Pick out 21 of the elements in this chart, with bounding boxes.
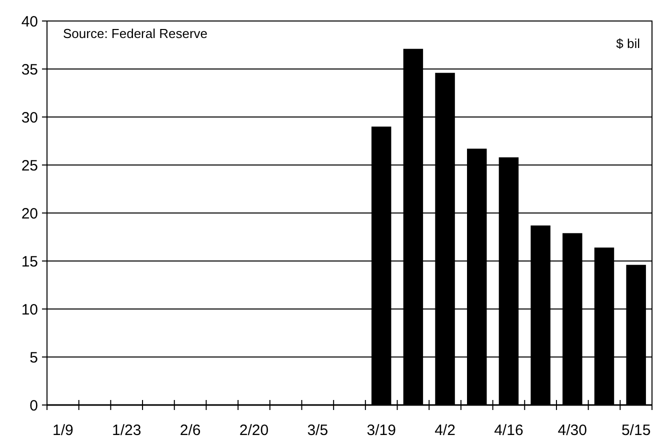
- annotation: $ bil: [616, 36, 640, 51]
- y-tick-label: 0: [30, 397, 38, 414]
- y-tick-label: 30: [21, 109, 38, 126]
- x-tick-label: 4/30: [558, 422, 587, 439]
- x-tick-label: 1/9: [52, 422, 74, 439]
- y-tick-label: 25: [21, 157, 38, 174]
- x-tick-label: 4/16: [494, 422, 524, 439]
- x-tick-label: 5/15: [621, 422, 651, 439]
- x-tick-label: 1/23: [112, 422, 142, 439]
- y-tick-label: 35: [21, 61, 38, 78]
- x-tick-label: 3/19: [366, 422, 396, 439]
- y-tick-label: 40: [21, 13, 38, 30]
- x-tick-label: 2/20: [239, 422, 269, 439]
- x-tick-label: 4/2: [434, 422, 456, 439]
- y-tick-label: 5: [30, 349, 38, 366]
- y-tick-label: 10: [21, 301, 38, 318]
- x-tick-label: 2/6: [180, 422, 201, 439]
- x-tick-label: 3/5: [307, 422, 328, 439]
- y-tick-label: 15: [21, 253, 38, 270]
- annotation: Source: Federal Reserve: [63, 26, 208, 41]
- y-tick-label: 20: [21, 205, 38, 222]
